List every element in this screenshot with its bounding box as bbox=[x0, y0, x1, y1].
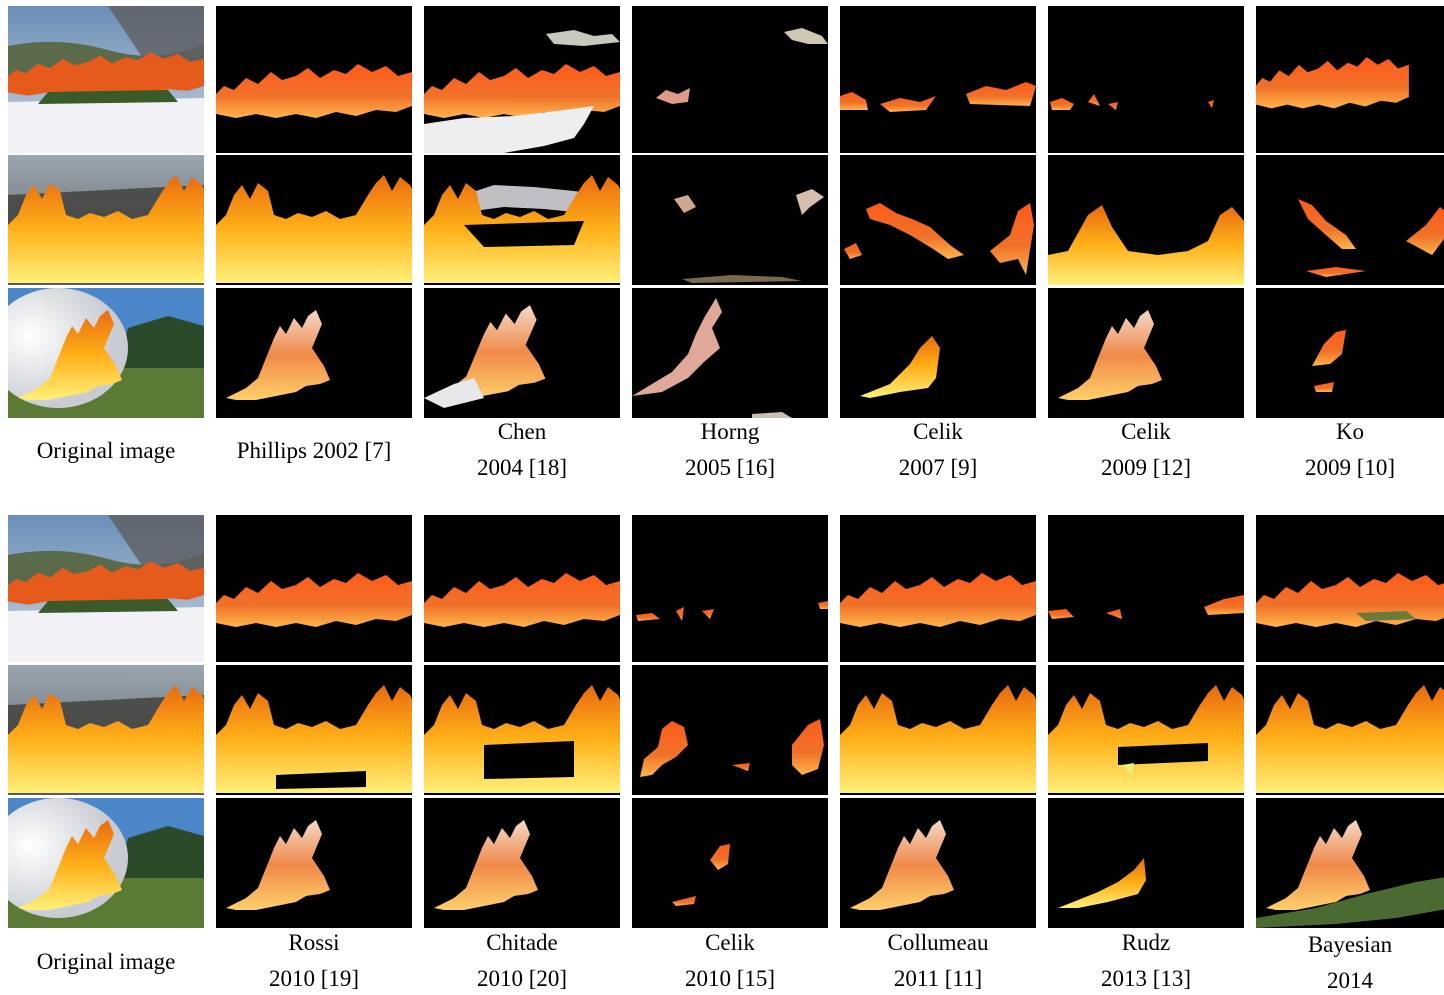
caption-celik-2007: Celik 2007 [9] bbox=[898, 419, 978, 480]
result-celik2007-row3 bbox=[840, 288, 1036, 418]
caption-horng-2005: Horng 2005 [16] bbox=[684, 419, 776, 480]
original-image-large-fire bbox=[8, 155, 204, 285]
result-rudz-row1 bbox=[1048, 515, 1244, 662]
result-ko-row3 bbox=[1256, 288, 1444, 418]
original-image-grass-fire-2 bbox=[8, 798, 204, 928]
result-collumeau-row2 bbox=[840, 665, 1036, 795]
result-rossi-row2 bbox=[216, 665, 412, 795]
caption-rossi-2010: Rossi 2010 [19] bbox=[268, 930, 360, 991]
result-ko-row1 bbox=[1256, 6, 1444, 153]
result-celik2010-row1 bbox=[632, 515, 828, 662]
result-celik2009-row2 bbox=[1048, 155, 1244, 285]
original-image-snow-fire bbox=[8, 6, 204, 153]
result-rudz-row3 bbox=[1048, 798, 1244, 928]
caption-collumeau-2011: Collumeau 2011 [11] bbox=[887, 930, 989, 991]
result-chen-row2 bbox=[424, 155, 620, 285]
result-celik2010-row3 bbox=[632, 798, 828, 928]
result-rossi-row1 bbox=[216, 515, 412, 662]
result-chitade-row1 bbox=[424, 515, 620, 662]
result-celik2009-row1 bbox=[1048, 6, 1244, 153]
original-image-grass-fire bbox=[8, 288, 204, 418]
result-celik2009-row3 bbox=[1048, 288, 1244, 418]
result-phillips-row3 bbox=[216, 288, 412, 418]
result-collumeau-row3 bbox=[840, 798, 1036, 928]
caption-original-image-bottom: Original image bbox=[36, 949, 176, 974]
result-chen-row3 bbox=[424, 288, 620, 418]
caption-original-image-top: Original image bbox=[36, 438, 176, 463]
caption-rudz-2013: Rudz 2013 [13] bbox=[1100, 930, 1192, 991]
result-phillips-row2 bbox=[216, 155, 412, 285]
result-celik2010-row2 bbox=[632, 665, 828, 795]
result-horng-row2 bbox=[632, 155, 828, 285]
caption-phillips-2002: Phillips 2002 [7] bbox=[236, 438, 392, 463]
result-bayesian-row1 bbox=[1256, 515, 1444, 662]
result-bayesian-row3 bbox=[1256, 798, 1444, 928]
result-ko-row2 bbox=[1256, 155, 1444, 285]
caption-ko-2009: Ko 2009 [10] bbox=[1304, 419, 1396, 480]
result-chen-row1 bbox=[424, 6, 620, 153]
original-image-snow-fire-2 bbox=[8, 515, 204, 662]
result-rossi-row3 bbox=[216, 798, 412, 928]
result-collumeau-row1 bbox=[840, 515, 1036, 662]
result-rudz-row2 bbox=[1048, 665, 1244, 795]
caption-chitade-2010: Chitade 2010 [20] bbox=[476, 930, 568, 991]
result-horng-row3 bbox=[632, 288, 828, 418]
result-celik2007-row2 bbox=[840, 155, 1036, 285]
result-chitade-row2 bbox=[424, 665, 620, 795]
result-horng-row1 bbox=[632, 6, 828, 153]
result-phillips-row1 bbox=[216, 6, 412, 153]
result-celik2007-row1 bbox=[840, 6, 1036, 153]
caption-bayesian-2014: Bayesian 2014 bbox=[1307, 932, 1393, 993]
caption-celik-2010: Celik 2010 [15] bbox=[684, 930, 776, 991]
caption-chen-2004: Chen 2004 [18] bbox=[476, 419, 568, 480]
result-chitade-row3 bbox=[424, 798, 620, 928]
caption-celik-2009: Celik 2009 [12] bbox=[1100, 419, 1192, 480]
original-image-large-fire-2 bbox=[8, 665, 204, 795]
result-bayesian-row2 bbox=[1256, 665, 1444, 795]
